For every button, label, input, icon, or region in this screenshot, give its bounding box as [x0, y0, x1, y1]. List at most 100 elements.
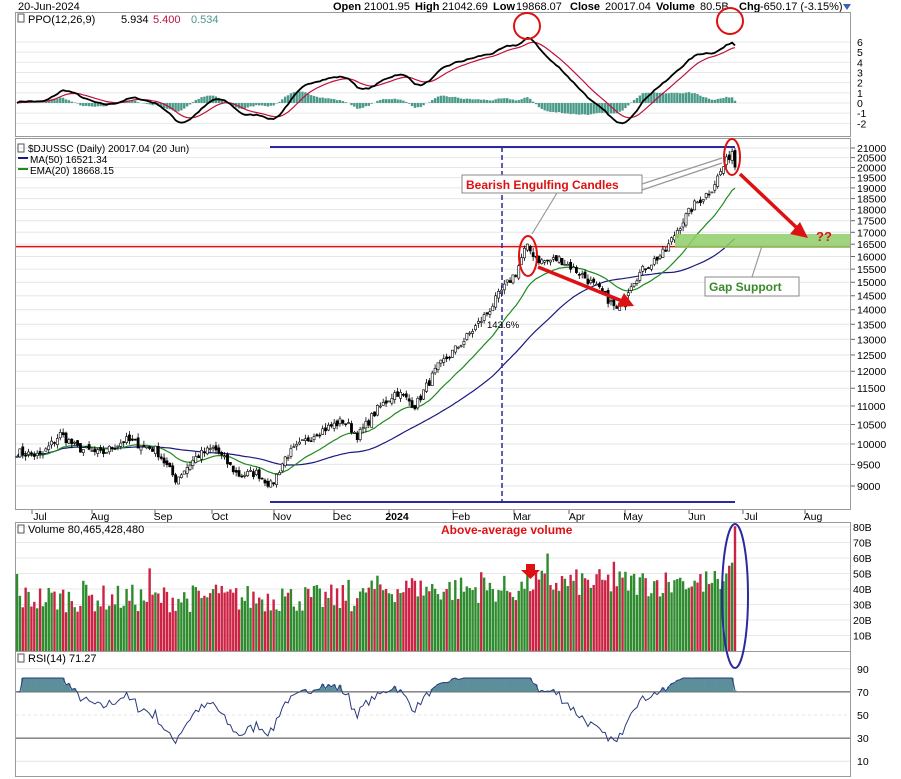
volume-bar — [384, 589, 388, 651]
candle-body — [563, 264, 567, 266]
candle-body — [384, 400, 388, 404]
price-tick-label: 17000 — [857, 227, 886, 239]
candle-body — [707, 193, 711, 196]
rsi-line — [17, 677, 736, 745]
volume-bar — [301, 610, 304, 651]
ppo-histogram-bar — [459, 98, 463, 103]
ppo-histogram-bar — [90, 103, 94, 107]
volume-bar — [629, 575, 633, 651]
candle-body — [84, 446, 88, 448]
volume-bar — [396, 589, 399, 651]
volume-bar — [327, 597, 330, 651]
ppo-histogram-bar — [589, 103, 593, 115]
ppo-histogram-bar — [730, 97, 734, 103]
chevron-down-icon[interactable] — [843, 4, 851, 10]
volume-tick-label: 20B — [853, 615, 872, 627]
volume-bar — [188, 611, 192, 651]
volume-bar — [407, 587, 411, 651]
candle-body — [367, 420, 371, 426]
candle-body — [451, 349, 454, 358]
volume-bar — [246, 585, 249, 651]
volume-bar — [506, 590, 509, 651]
candle-body — [188, 464, 192, 470]
volume-bar — [618, 571, 621, 651]
volume-bar — [456, 598, 460, 651]
ppo-histogram-bar — [361, 103, 365, 108]
low-label: Low — [493, 1, 515, 13]
ppo-histogram-bar — [647, 92, 650, 103]
ppo-histogram-bar — [341, 101, 345, 103]
ema20-label: EMA(20) 18668.15 — [30, 166, 114, 177]
candle-body — [704, 193, 708, 198]
candle-body — [404, 393, 408, 398]
ppo-histogram-bar — [76, 103, 79, 104]
candle-body — [448, 356, 451, 359]
header-date: 20-Jun-2024 — [18, 1, 80, 13]
ppo-histogram-bar — [292, 92, 296, 103]
ppo-histogram-bar — [379, 99, 382, 103]
ppo-histogram-bar — [96, 103, 99, 107]
candle-body — [502, 283, 506, 291]
volume-bar — [497, 589, 500, 651]
candle-body — [81, 449, 85, 453]
ppo-histogram-bar — [50, 99, 53, 103]
volume-bar — [292, 606, 296, 651]
ppo-histogram-bar — [580, 103, 584, 115]
candle-body — [425, 382, 428, 392]
volume-legend: Volume 80,465,428,480 — [17, 524, 144, 536]
volume-bar — [433, 588, 437, 651]
ppo-histogram-bar — [641, 93, 644, 103]
ppo-histogram-bar — [188, 103, 192, 105]
candle-body — [246, 471, 250, 477]
candle-body — [116, 445, 120, 448]
candle-body — [355, 432, 359, 440]
volume-bar — [33, 601, 36, 651]
rsi-label: RSI(14) 71.27 — [28, 653, 96, 665]
ppo-hist-value: 0.534 — [191, 14, 219, 26]
ppo-histogram-bar — [442, 95, 445, 103]
volume-bar — [650, 593, 653, 651]
volume-bar — [203, 595, 206, 651]
volume-bar — [93, 611, 97, 651]
ppo-histogram-bar — [543, 103, 546, 111]
candle-body — [468, 332, 472, 335]
volume-bar — [307, 588, 310, 651]
candle-body — [528, 245, 532, 252]
decline-arrow-head — [617, 293, 634, 307]
candle-body — [733, 150, 737, 168]
candle-body — [64, 432, 68, 444]
price-tick-label: 10000 — [857, 439, 886, 451]
ppo-histogram-bar — [200, 97, 203, 103]
volume-bar — [549, 585, 552, 651]
price-tick-label: 16000 — [857, 251, 886, 263]
volume-bar — [220, 585, 223, 651]
volume-bar — [382, 590, 385, 651]
volume-bar — [612, 561, 616, 651]
volume-bar — [148, 568, 151, 651]
volume-bar — [491, 589, 494, 651]
ppo-histogram-bar — [445, 96, 448, 103]
ppo-histogram-bar — [197, 98, 200, 103]
ppo-histogram-bar — [529, 98, 532, 103]
volume-bar — [673, 580, 676, 651]
candle-body — [474, 325, 477, 331]
volume-bar — [615, 586, 618, 651]
ppo-histogram-bar — [174, 103, 177, 112]
ppo-histogram-bar — [283, 96, 287, 103]
candle-body — [701, 199, 705, 202]
candle-body — [87, 444, 91, 450]
volume-bar — [263, 611, 267, 651]
ppo-signal-line — [16, 41, 736, 119]
ppo-histogram-bar — [185, 103, 189, 107]
volume-bar — [578, 594, 581, 651]
volume-bar — [511, 597, 515, 651]
volume-bar — [641, 573, 644, 651]
volume-bar — [609, 591, 613, 651]
candle-body — [96, 449, 100, 454]
rsi-panel-frame — [15, 651, 851, 777]
month-label: 2024 — [385, 511, 409, 523]
ppo-histogram-bar — [609, 103, 613, 114]
month-label: Sep — [154, 511, 173, 523]
candle-body — [413, 405, 417, 410]
ppo-histogram-bar — [598, 103, 601, 113]
